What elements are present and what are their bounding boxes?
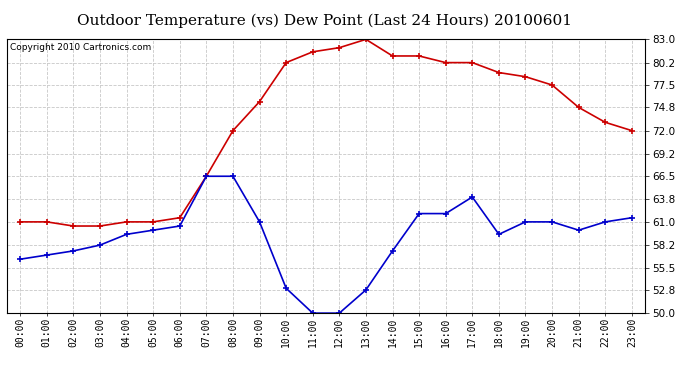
Text: Copyright 2010 Cartronics.com: Copyright 2010 Cartronics.com: [10, 44, 151, 52]
Text: Outdoor Temperature (vs) Dew Point (Last 24 Hours) 20100601: Outdoor Temperature (vs) Dew Point (Last…: [77, 13, 572, 27]
